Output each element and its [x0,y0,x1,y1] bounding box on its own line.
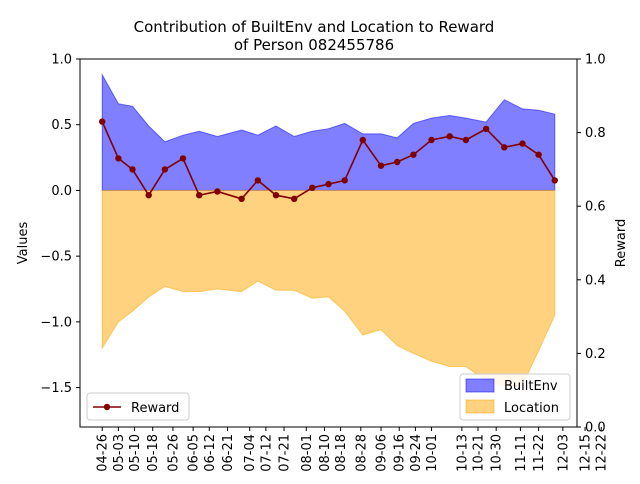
marker-reward-07-04 [238,195,245,202]
right-tick-label: 0.2 [585,347,606,362]
marker-reward-09-06 [359,136,366,144]
legend-builtenv-swatch [465,378,495,393]
legend-builtenv-label: BuiltEnv [504,379,558,394]
marker-reward-12-15 [535,151,542,158]
legend-location-label: Location [504,401,559,416]
x-tick-label: 12-22 [595,434,610,472]
x-tick-label: 07-04 [243,434,258,472]
marker-reward-10-21 [446,133,453,140]
left-tick-label: 1.0 [51,53,72,68]
x-tick-label: 07-12 [259,434,274,472]
legend-reward-label: Reward [131,401,179,416]
marker-reward-12-22 [551,177,558,184]
marker-reward-10-01 [410,151,417,158]
x-tick-label: 10-01 [425,434,440,472]
area-builtenv [101,72,556,191]
x-tick-label: 05-18 [146,434,161,472]
marker-reward-11-11 [482,125,490,133]
right-axis-ticks: 1.0 0.8 0.6 0.4 0.2 0.0 [577,53,606,436]
right-tick-label: 1.0 [585,53,606,68]
x-tick-label: 11-22 [532,434,547,472]
x-tick-label: 09-16 [393,434,408,472]
legend-areas: BuiltEnv Location [459,373,571,421]
x-tick-label: 06-12 [203,434,218,472]
x-tick-label: 06-21 [221,434,236,472]
area-layer [101,72,556,387]
left-tick-label: −1.0 [40,315,72,330]
marker-reward-11-22 [501,144,508,151]
left-tick-label: 0.5 [51,118,72,133]
marker-reward-08-01 [291,195,298,202]
left-axis-ticks: 1.0 0.5 0.0 −0.5 −1.0 −1.5 [40,53,80,396]
marker-reward-06-12 [196,192,203,199]
x-tick-label: 12-03 [556,434,571,472]
x-tick-label: 05-10 [128,434,143,472]
legend-reward-box [86,392,190,421]
x-tick-label: 10-13 [455,434,470,472]
x-tick-label: 05-26 [166,434,181,472]
plot-frame [79,58,578,428]
marker-reward-08-18 [325,180,332,188]
x-axis-ticks: 04-26 05-03 05-10 05-18 05-26 06-05 06-12 06-21… [96,427,610,472]
legend-location-swatch [465,399,495,414]
right-tick-label: 0.0 [585,421,606,436]
marker-reward-09-16 [377,162,385,169]
marker-reward-05-10 [129,166,136,173]
y-axis-label-right: Reward [614,219,629,267]
left-tick-label: −1.5 [40,381,72,396]
right-tick-label: 0.6 [585,200,606,215]
right-tick-label: 0.8 [585,126,606,141]
left-tick-label: −0.5 [40,250,72,265]
x-tick-label: 09-06 [375,434,390,472]
line-layer [99,118,558,202]
marker-reward-08-10 [309,184,316,191]
x-tick-label: 07-21 [278,434,293,472]
chart-title-line1: Contribution of BuiltEnv and Location to… [134,18,495,36]
area-location [101,189,556,387]
x-tick-label: 06-05 [187,434,202,472]
marker-reward-07-12 [254,177,261,184]
marker-reward-05-18 [145,192,152,199]
marker-reward-07-21 [272,192,280,199]
marker-reward-05-26 [161,166,169,173]
left-tick-label: 0.0 [51,184,72,199]
x-tick-label: 09-24 [409,434,424,472]
chart-title-line2: of Person 082455786 [234,36,394,54]
marker-reward-08-28 [341,177,348,184]
legend-reward-marker [103,403,111,411]
legend-reward: Reward [86,392,190,421]
x-tick-label: 08-18 [334,434,349,472]
marker-reward-10-13 [428,136,435,144]
x-tick-label: 12-15 [579,434,594,472]
marker-reward-04-26 [99,118,106,125]
x-tick-label: 10-21 [472,434,487,472]
x-tick-label: 08-28 [354,434,369,472]
right-tick-label: 0.4 [585,273,606,288]
x-tick-label: 10-30 [490,434,505,472]
marker-reward-06-21 [214,188,221,195]
x-tick-label: 08-01 [300,434,315,472]
x-tick-label: 05-03 [112,434,127,472]
x-tick-label: 04-26 [96,434,111,472]
marker-reward-05-03 [115,155,122,162]
x-tick-label: 08-10 [318,434,333,472]
marker-reward-12-03 [519,140,526,147]
x-tick-label: 11-11 [514,434,529,472]
marker-reward-09-24 [394,158,401,166]
marker-reward-10-30 [462,136,470,144]
marker-reward-06-05 [179,155,187,162]
y-axis-label-left: Values [16,222,31,265]
